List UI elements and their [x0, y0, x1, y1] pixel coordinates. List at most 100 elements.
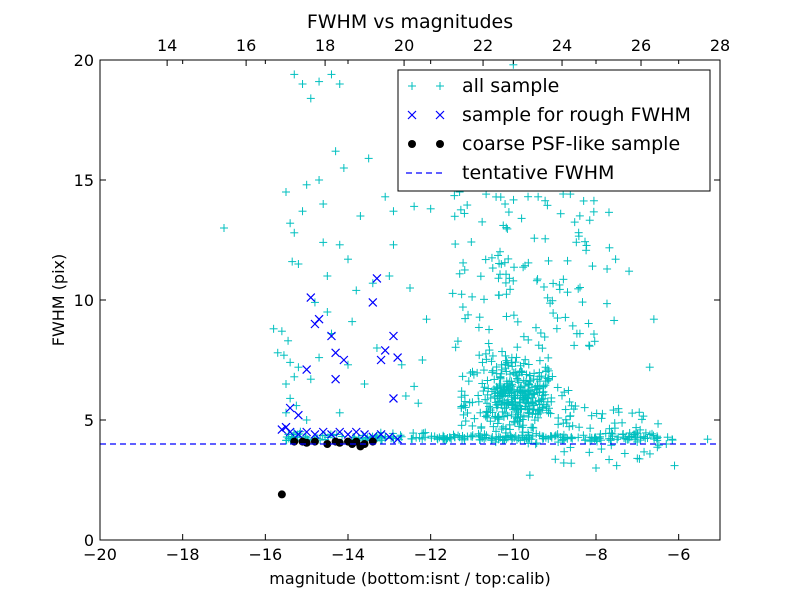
all-sample-point — [485, 325, 494, 334]
all-sample-point — [620, 434, 629, 443]
all-sample-point — [415, 433, 424, 442]
all-sample-point — [546, 409, 555, 418]
all-sample-point — [509, 195, 518, 204]
all-sample-point — [515, 385, 524, 394]
all-sample-point — [614, 404, 623, 413]
all-sample-point — [519, 332, 528, 341]
all-sample-point — [492, 400, 501, 409]
all-sample-point — [589, 330, 598, 339]
all-sample-point — [489, 422, 498, 431]
all-sample-point — [418, 429, 427, 438]
all-sample-point — [480, 435, 489, 444]
all-sample-point — [502, 377, 511, 386]
all-sample-point — [563, 288, 572, 297]
series-2-point-0 — [277, 490, 286, 499]
y-tick-label: 15 — [74, 171, 94, 190]
all-sample-point — [641, 428, 650, 437]
all-sample-point — [510, 263, 519, 272]
all-sample-point — [563, 256, 572, 265]
all-sample-point — [450, 191, 459, 200]
series-0-point-48 — [401, 392, 410, 400]
all-sample-point — [641, 434, 650, 443]
all-sample-point — [524, 385, 533, 394]
all-sample-point — [506, 285, 515, 294]
all-sample-point — [587, 433, 596, 442]
all-sample-point — [544, 256, 553, 265]
all-sample-point — [488, 264, 497, 273]
series-1-point-32-b — [393, 434, 403, 444]
all-sample-point — [475, 313, 484, 322]
series-2-point-5 — [323, 440, 332, 448]
all-sample-point — [497, 425, 506, 434]
y-tick-label: 0 — [84, 531, 94, 550]
all-sample-point — [609, 406, 618, 415]
all-sample-point — [497, 369, 506, 378]
all-sample-point — [515, 398, 524, 407]
series-0-point-27 — [323, 272, 332, 280]
all-sample-point — [487, 253, 496, 262]
top-x-tick-label: 20 — [394, 36, 414, 55]
all-sample-point — [447, 434, 456, 443]
all-sample-point — [464, 377, 473, 386]
legend-label-tentative-fwhm: tentative FWHM — [462, 162, 614, 184]
all-sample-point — [502, 290, 511, 299]
all-sample-point — [574, 433, 583, 442]
series-1-point-17 — [389, 393, 398, 403]
legend-marker-all-sample-a — [408, 82, 416, 90]
all-sample-point — [532, 276, 541, 285]
x-tick-label: −12 — [414, 545, 448, 564]
top-x-tick-label: 28 — [710, 36, 730, 55]
all-sample-point — [504, 361, 513, 370]
all-sample-point — [587, 411, 596, 420]
series-1-point-7 — [314, 314, 324, 324]
all-sample-point — [640, 447, 649, 456]
series-0-point-11 — [290, 372, 299, 381]
series-0-point-51 — [410, 202, 419, 211]
all-sample-point — [605, 455, 614, 464]
series-1-point-10-b — [331, 374, 341, 384]
series-0-point-77 — [633, 454, 642, 463]
series-1-point-9-b — [331, 348, 341, 358]
all-sample-point — [566, 443, 575, 452]
all-sample-point — [498, 407, 507, 416]
all-sample-point — [527, 423, 536, 432]
series-1-point-19-b — [285, 427, 295, 437]
all-sample-point — [503, 224, 512, 233]
legend-marker-rough-b — [435, 110, 445, 120]
all-sample-point — [457, 421, 466, 430]
all-sample-point — [519, 411, 528, 420]
all-sample-point — [625, 428, 634, 437]
series-0-point-34 — [344, 360, 352, 369]
all-sample-point — [518, 428, 527, 437]
series-0-point-59 — [306, 94, 315, 103]
top-x-tick-label: 18 — [315, 36, 335, 55]
all-sample-point — [584, 341, 593, 350]
series-0-point-6 — [282, 408, 290, 417]
all-sample-point — [525, 404, 534, 413]
all-sample-point — [504, 254, 513, 263]
all-sample-point — [565, 397, 574, 406]
series-1-point-1-b — [281, 422, 291, 432]
all-sample-point — [636, 425, 645, 434]
all-sample-point — [495, 291, 504, 300]
all-sample-point — [474, 323, 483, 332]
series-0-point-68 — [625, 267, 634, 276]
series-1-point-8-b — [327, 331, 336, 341]
all-sample-point — [542, 406, 551, 415]
series-1-point-19 — [285, 427, 295, 437]
all-sample-point — [488, 432, 497, 441]
all-sample-point — [457, 290, 466, 299]
all-sample-point — [501, 399, 510, 408]
all-sample-point — [481, 412, 490, 421]
all-sample-point — [492, 427, 501, 436]
all-sample-point — [575, 423, 584, 432]
all-sample-point — [547, 393, 556, 402]
series-0-point-56 — [290, 70, 299, 79]
all-sample-point — [555, 285, 564, 294]
series-0-point-15 — [294, 260, 303, 268]
legend-marker-rough-a — [407, 110, 417, 120]
all-sample-point — [484, 339, 493, 348]
all-sample-point — [485, 346, 494, 355]
all-sample-point — [502, 312, 511, 321]
all-sample-point — [551, 431, 560, 440]
